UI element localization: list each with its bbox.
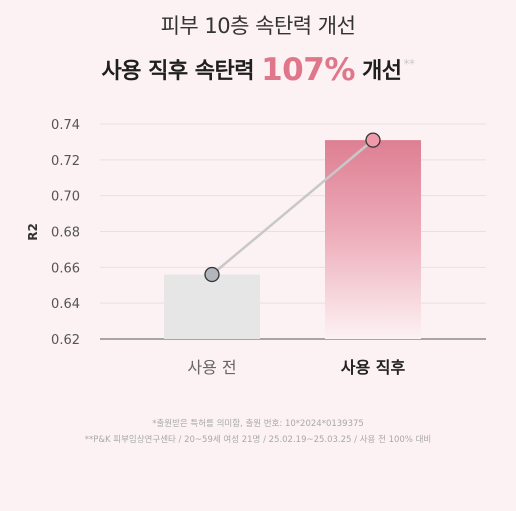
y-tick-label: 0.64 (51, 297, 80, 312)
y-tick-label: 0.68 (51, 226, 80, 241)
x-category-label: 사용 전 (187, 358, 236, 377)
data-point-after (365, 132, 381, 148)
headline-suffix: 개선 (362, 59, 402, 84)
y-tick-label: 0.62 (51, 333, 80, 348)
chart-subtitle: 피부 10층 속탄력 개선 (160, 14, 356, 38)
headline-prefix: 사용 직후 속탄력 (101, 59, 254, 84)
connector-line (211, 139, 374, 276)
footnote-study: **P&K 피부임상연구센타 / 20~59세 여성 21명 / 25.02.1… (84, 435, 432, 445)
bar-before (164, 274, 260, 339)
headline-footnote-mark: ** (403, 57, 416, 71)
y-tick-label: 0.66 (51, 261, 80, 276)
y-tick-label: 0.72 (51, 154, 80, 169)
y-axis-label: R2 (26, 223, 40, 241)
y-tick-label: 0.74 (51, 118, 80, 133)
data-point-before (204, 266, 220, 283)
x-category-label: 사용 직후 (341, 358, 406, 377)
y-tick-label: 0.70 (51, 190, 80, 205)
chart-headline: 사용 직후 속탄력 107% 개선 ** (0, 52, 516, 88)
footnote-patent: *출원받은 특허를 의미함, 출원 번호: 10*2024*0139375 (152, 419, 364, 429)
headline-value: 107% (261, 52, 355, 88)
bar-after (325, 140, 421, 339)
